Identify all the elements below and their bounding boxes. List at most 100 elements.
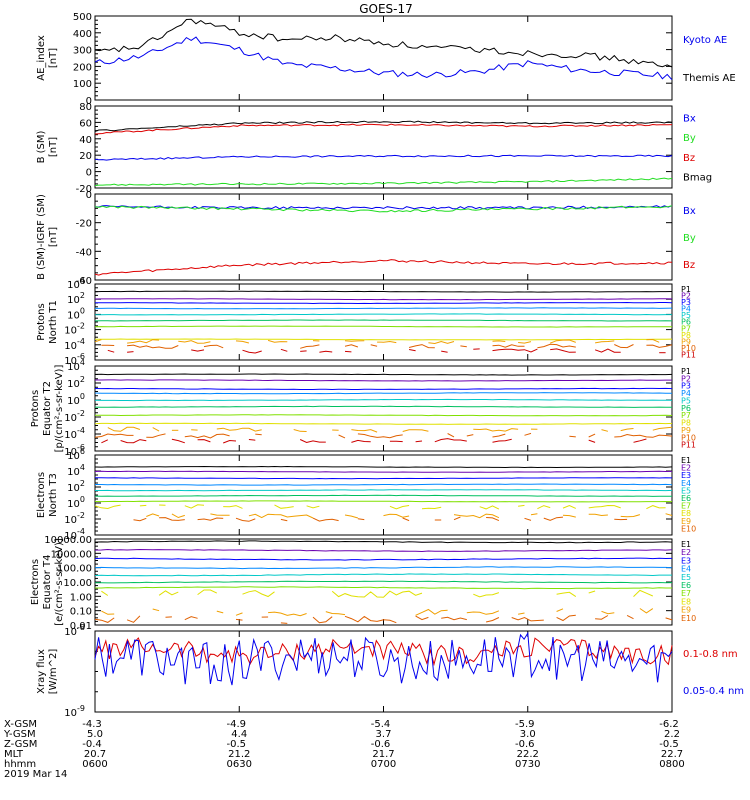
series-p9 <box>518 341 532 344</box>
series-e10 <box>402 517 410 522</box>
y-tick-label: 104 <box>67 358 85 373</box>
series-p9 <box>377 340 397 344</box>
x-axis-value: 0730 <box>515 759 540 770</box>
legend-e1: E1 <box>681 540 691 549</box>
series-e10 <box>441 616 467 621</box>
legend-e2: E2 <box>681 548 691 557</box>
series-e8 <box>518 504 525 507</box>
series-e8 <box>158 590 179 596</box>
x-axis-value: 0600 <box>82 759 107 770</box>
series-e8 <box>473 592 500 598</box>
series-p10 <box>492 433 506 438</box>
legend-p11: P11 <box>681 441 696 450</box>
series-p9 <box>601 429 609 432</box>
y-tick-label: 100.00 <box>57 564 92 575</box>
y-axis-label: Equator T2 <box>42 381 53 436</box>
series-e10 <box>312 517 339 522</box>
y-tick-label: 500 <box>73 12 92 23</box>
legend-e3: E3 <box>681 471 691 480</box>
series-themis-ae <box>94 18 673 68</box>
series-p9 <box>344 340 365 342</box>
legend-p9: P9 <box>681 426 691 435</box>
series-e5 <box>94 573 672 577</box>
y-tick-label: 40 <box>79 135 92 146</box>
series-p9 <box>152 427 160 432</box>
legend-label: Bz <box>683 260 695 271</box>
series-e10 <box>133 517 147 522</box>
series-e9 <box>152 608 160 612</box>
series-e9 <box>268 611 307 617</box>
series-e10 <box>344 615 397 624</box>
series-e10 <box>280 622 288 624</box>
series-e4 <box>95 483 673 486</box>
hhmm-row-label: hhmm <box>4 759 36 770</box>
series-e10 <box>197 517 224 521</box>
x-axis-value: 2.2 <box>664 729 680 740</box>
series-e9 <box>665 513 673 516</box>
series-e10 <box>235 618 243 621</box>
panel-frame <box>94 105 673 189</box>
y-tick-label: 10-8 <box>64 623 85 638</box>
legend-e10: E10 <box>681 524 696 533</box>
series-e9 <box>216 610 224 614</box>
x-axis-value: -0.6 <box>371 739 391 750</box>
series-p11 <box>351 439 371 443</box>
y-tick-label: -20 <box>76 184 92 195</box>
y-tick-label: 0.10 <box>70 607 92 618</box>
series-p1 <box>94 290 673 293</box>
series-p11 <box>171 438 185 444</box>
legend-p6: P6 <box>681 404 691 413</box>
y-tick-label: 10-4 <box>64 426 85 441</box>
series-p11 <box>299 439 326 444</box>
series-p10 <box>466 434 474 437</box>
panel-frame <box>94 630 673 713</box>
series-e10 <box>415 615 429 621</box>
series-p2 <box>94 298 673 301</box>
y-gsm-row-label: Y-GSM <box>3 729 36 740</box>
series-p10 <box>646 344 673 348</box>
series-p11 <box>492 438 512 443</box>
series-p11 <box>434 438 467 443</box>
series-p9 <box>473 428 519 432</box>
series-p4 <box>95 307 673 310</box>
series-e9 <box>344 514 359 519</box>
legend-e3: E3 <box>681 556 691 565</box>
panel-frame <box>94 365 673 452</box>
x-axis-value: -4.9 <box>226 719 246 730</box>
y-tick-label: 10000.00 <box>44 535 92 546</box>
series-e10 <box>486 517 500 522</box>
series-p11 <box>223 439 237 444</box>
y-axis-label: North T3 <box>48 473 59 517</box>
y-axis-label: Protons <box>36 303 47 340</box>
series-p11 <box>550 348 576 353</box>
x-axis-value: 4.4 <box>231 729 247 740</box>
series-e10 <box>626 614 634 620</box>
legend-p3: P3 <box>681 382 691 391</box>
legend-e5: E5 <box>681 573 691 582</box>
series-p11 <box>588 439 596 443</box>
legend-label: By <box>683 133 696 144</box>
x-axis-value: -0.4 <box>82 739 102 750</box>
legend-e7: E7 <box>681 502 691 511</box>
series-p10 <box>614 433 673 438</box>
series-e2 <box>94 470 673 473</box>
series-e8 <box>537 505 551 510</box>
series-p10 <box>569 435 576 438</box>
legend-label: By <box>683 233 696 244</box>
y-tick-label: 10-6 <box>64 352 85 367</box>
legend-p1: P1 <box>681 367 691 376</box>
panel-ae: 0 100 200 300 400 500 AE_index [nT] Kyoto AE Them… <box>36 12 736 107</box>
legend-e6: E6 <box>681 494 691 503</box>
series-e8 <box>242 590 275 598</box>
series-p9 <box>94 339 102 343</box>
series-p9 <box>267 339 288 343</box>
legend-label: 0.05-0.4 nm <box>683 686 744 697</box>
y-tick-label: 102 <box>67 479 85 494</box>
series-e8 <box>101 590 109 596</box>
x-axis-value: 20.7 <box>84 749 106 760</box>
x-axis-value: 0700 <box>371 759 396 770</box>
panel-bigrf: -60 -40 -20 0 B (SM)-IGRF (SM) [nT] Bx By Bz <box>36 190 696 287</box>
